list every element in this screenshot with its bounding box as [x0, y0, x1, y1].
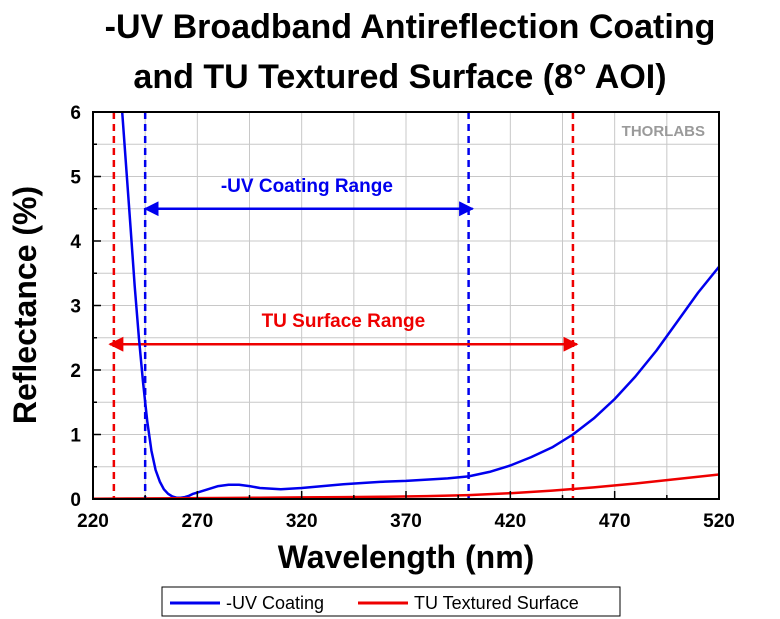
chart-title-line-1: -UV Broadband Antireflection Coating — [105, 8, 716, 46]
x-tick-label: 420 — [494, 511, 526, 532]
y-tick-label: 0 — [70, 490, 81, 511]
y-axis-title: Reflectance (%) — [7, 186, 43, 424]
y-tick-label: 6 — [70, 103, 81, 124]
y-tick-label: 4 — [70, 232, 81, 253]
y-tick-label: 3 — [70, 297, 81, 318]
x-tick-label: 520 — [703, 511, 735, 532]
grid — [92, 111, 720, 500]
legend-label-tu: TU Textured Surface — [414, 593, 579, 613]
x-tick-label: 320 — [286, 511, 318, 532]
legend-label-uv: -UV Coating — [226, 593, 324, 613]
x-tick-label: 220 — [77, 511, 109, 532]
range-markers: -UV Coating Range TU Surface Range — [108, 112, 579, 499]
range-label: TU Surface Range — [262, 311, 426, 332]
y-tick-label: 2 — [70, 361, 81, 382]
series-line — [120, 112, 719, 499]
thorlabs-watermark: THORLABS — [622, 123, 705, 140]
y-tick-label: 1 — [70, 426, 81, 447]
legend: -UV Coating TU Textured Surface — [161, 586, 621, 617]
x-tick-label: 270 — [181, 511, 213, 532]
x-tick-label: 370 — [390, 511, 422, 532]
x-axis-title: Wavelength (nm) — [278, 539, 535, 575]
x-tick-label: 470 — [599, 511, 631, 532]
axis-ticks: 220 270 320 370 420 470 520 0 1 2 3 4 5 6 — [70, 103, 734, 532]
y-tick-label: 5 — [70, 168, 81, 189]
range-label: -UV Coating Range — [221, 176, 393, 197]
chart-title-line-2: and TU Textured Surface (8° AOI) — [133, 58, 666, 96]
